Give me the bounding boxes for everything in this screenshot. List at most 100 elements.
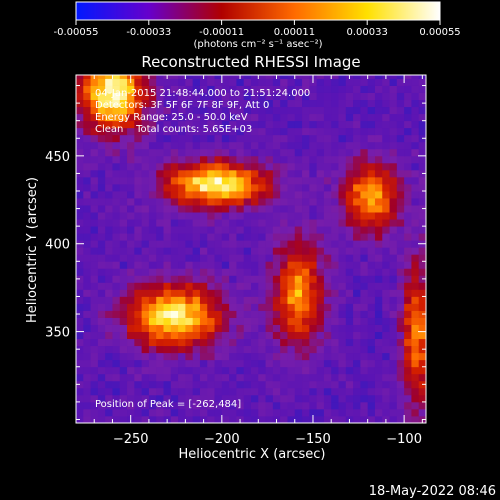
heatmap-cell <box>280 310 288 318</box>
heatmap-cell <box>141 134 150 143</box>
heatmap-cell <box>302 233 310 241</box>
heatmap-cell <box>345 317 354 325</box>
heatmap-cell <box>90 198 99 206</box>
heatmap-cell <box>331 155 339 164</box>
heatmap-cell <box>316 408 325 417</box>
heatmap-cell <box>345 296 354 304</box>
heatmap-cell <box>265 219 274 227</box>
heatmap-cell <box>353 401 361 410</box>
heatmap-cell <box>76 162 84 171</box>
heatmap-cell <box>141 176 150 185</box>
heatmap-cell <box>374 331 383 340</box>
heatmap-cell <box>389 134 398 143</box>
heatmap-cell <box>367 212 376 220</box>
heatmap-cell <box>178 380 186 389</box>
heatmap-cell <box>97 415 106 423</box>
heatmap-cell <box>112 113 121 122</box>
heatmap-cell <box>178 219 186 227</box>
heatmap-cell <box>127 394 135 403</box>
heatmap-cell <box>258 415 266 423</box>
heatmap-cell <box>170 106 179 115</box>
heatmap-cell <box>280 331 288 340</box>
heatmap-cell <box>404 134 412 143</box>
heatmap-cell <box>360 401 369 410</box>
heatmap-cell <box>411 176 420 185</box>
heatmap-cell <box>353 282 361 290</box>
heatmap-cell <box>360 359 369 368</box>
heatmap-cell <box>221 212 230 220</box>
heatmap-cell <box>309 106 318 115</box>
heatmap-cell <box>185 183 194 192</box>
heatmap-cell <box>258 85 266 93</box>
heatmap-cell <box>134 162 143 171</box>
heatmap-cell <box>83 176 91 185</box>
heatmap-cell <box>97 141 106 150</box>
heatmap-cell <box>76 254 84 262</box>
heatmap-cell <box>170 247 179 255</box>
heatmap-cell <box>207 141 215 150</box>
heatmap-cell <box>411 162 420 171</box>
heatmap-cell <box>258 317 266 325</box>
heatmap-cell <box>287 148 296 157</box>
heatmap-cell <box>141 183 150 192</box>
heatmap-cell <box>112 380 121 389</box>
heatmap-cell <box>170 345 179 354</box>
heatmap-cell <box>207 394 215 403</box>
heatmap-cell <box>178 261 186 269</box>
heatmap-cell <box>404 352 412 361</box>
heatmap-cell <box>287 183 296 192</box>
heatmap-cell <box>323 183 332 192</box>
heatmap-cell <box>338 85 347 93</box>
heatmap-cell <box>338 275 347 283</box>
heatmap-cell <box>382 226 390 234</box>
heatmap-cell <box>148 233 157 241</box>
heatmap-cell <box>374 113 383 122</box>
heatmap-cell <box>105 198 113 206</box>
heatmap-cell <box>374 282 383 290</box>
heatmap-cell <box>105 219 113 227</box>
heatmap-cell <box>323 359 332 368</box>
heatmap-cell <box>251 148 259 157</box>
heatmap-cell <box>97 155 106 164</box>
heatmap-cell <box>316 387 325 396</box>
heatmap-cell <box>367 198 376 206</box>
heatmap-cell <box>265 127 274 136</box>
heatmap-cell <box>382 345 390 354</box>
heatmap-cell <box>345 240 354 248</box>
heatmap-cell <box>396 275 405 283</box>
heatmap-cell <box>243 289 252 297</box>
heatmap-cell <box>221 289 230 297</box>
heatmap-cell <box>389 183 398 192</box>
heatmap-cell <box>396 183 405 192</box>
heatmap-cell <box>119 394 128 403</box>
heatmap-cell <box>287 310 296 318</box>
x-tick-label: −100 <box>386 432 422 447</box>
heatmap-cell <box>345 85 354 93</box>
heatmap-cell <box>221 338 230 347</box>
heatmap-cell <box>185 359 194 368</box>
heatmap-cell <box>243 254 252 262</box>
peak-position-label: Position of Peak = [-262,484] <box>95 399 241 410</box>
heatmap-cell <box>389 85 398 93</box>
heatmap-cell <box>83 212 91 220</box>
heatmap-cell <box>331 99 339 108</box>
heatmap-cell <box>338 359 347 368</box>
heatmap-cell <box>360 282 369 290</box>
heatmap-cell <box>331 240 339 248</box>
colorbar <box>75 1 441 21</box>
heatmap-cell <box>97 261 106 269</box>
heatmap-cell <box>105 394 113 403</box>
heatmap-cell <box>229 113 237 122</box>
heatmap-cell <box>185 387 194 396</box>
heatmap-cell <box>119 401 128 410</box>
heatmap-cell <box>331 310 339 318</box>
heatmap-cell <box>411 113 420 122</box>
heatmap-cell <box>119 219 128 227</box>
heatmap-cell <box>272 205 281 213</box>
heatmap-cell <box>97 268 106 276</box>
heatmap-cell <box>163 205 172 213</box>
heatmap-cell <box>382 394 390 403</box>
heatmap-cell <box>83 85 91 93</box>
heatmap-cell <box>214 92 223 101</box>
heatmap-cell <box>178 289 186 297</box>
